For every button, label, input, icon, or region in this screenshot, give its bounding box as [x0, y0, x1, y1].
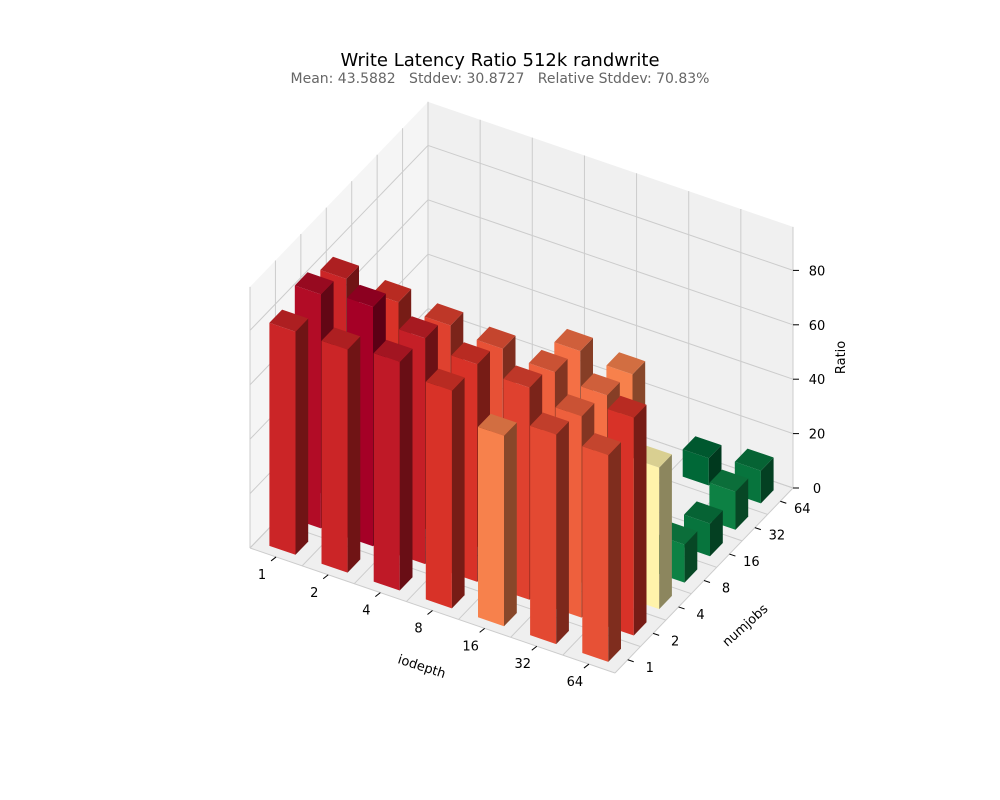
chart-subtitle: Mean: 43.5882 Stddev: 30.8727 Relative S… [290, 71, 710, 87]
y-tick-mark [780, 500, 787, 504]
y-tick-label: 16 [743, 555, 760, 570]
bar-side-face [684, 531, 698, 583]
bar-side-face [633, 404, 647, 636]
z-axis-label: Ratio [834, 341, 849, 374]
bar-top-face [606, 352, 646, 375]
bar-3d [530, 412, 569, 645]
x-tick-mark [427, 610, 433, 615]
bar-side-face [608, 442, 621, 662]
bar-top-face [372, 280, 412, 303]
bar-top-face [528, 349, 568, 373]
bar-side-face [295, 318, 309, 555]
z-tick-label: 60 [809, 319, 826, 334]
x-tick-mark [375, 592, 381, 598]
bar-top-face [321, 327, 361, 350]
bar-top-face [399, 316, 438, 339]
y-tick-mark [729, 553, 736, 557]
y-tick-label: 32 [769, 529, 786, 544]
z-tick-label: 80 [809, 264, 826, 279]
bar-top-face [503, 365, 543, 388]
bar-3d [321, 327, 361, 573]
bar-top-face [607, 395, 647, 418]
bar-top-face [709, 469, 749, 492]
y-tick-mark [703, 580, 711, 583]
x-tick-label: 8 [414, 622, 422, 637]
bar-front-face [478, 426, 504, 627]
x-tick-mark [322, 574, 329, 580]
bar-front-face [321, 340, 348, 573]
bar-top-face [347, 284, 386, 307]
y-tick-label: 1 [646, 661, 654, 676]
bar-top-face [320, 256, 359, 279]
bar-3d [373, 339, 413, 591]
bar-top-face [554, 328, 593, 352]
y-tick-label: 2 [671, 634, 679, 649]
chart-title: Write Latency Ratio 512k randwrite [340, 50, 660, 71]
y-tick-mark [627, 659, 634, 663]
bar-top-face [555, 394, 595, 417]
x-tick-label: 32 [515, 657, 532, 672]
bar-front-face [530, 425, 557, 645]
bar-side-face [735, 478, 749, 530]
bar-side-face [760, 457, 774, 504]
bar-side-face [659, 454, 672, 610]
x-axis-label: iodepth [396, 652, 448, 682]
grid-line [249, 144, 794, 331]
bar-side-face [347, 336, 361, 573]
bar-3d [682, 436, 722, 486]
y-axis-label: numjobs [720, 602, 772, 651]
z-tick-label: 0 [813, 482, 821, 497]
bar-side-face [399, 348, 413, 591]
bar-3d [425, 368, 465, 609]
x-tick-mark [531, 645, 538, 651]
x-tick-label: 64 [567, 675, 584, 690]
bar-top-face [530, 412, 569, 435]
bar-top-face [269, 309, 309, 332]
bar-front-face [682, 449, 709, 486]
bar-3d [478, 413, 517, 627]
bar-front-face [425, 381, 452, 609]
x-tick-label: 1 [258, 568, 266, 583]
y-tick-mark [678, 606, 685, 610]
bar-top-face [294, 272, 334, 295]
bar-top-face [424, 303, 464, 326]
bar-top-face [373, 339, 413, 362]
bar-3d [269, 309, 309, 555]
bar-side-face [556, 421, 569, 645]
y-tick-label: 4 [696, 608, 704, 623]
bar-top-face [581, 373, 620, 396]
bar-top-face [734, 448, 774, 471]
y-tick-label: 64 [794, 502, 811, 517]
bar-3d [582, 433, 621, 662]
y-tick-mark [754, 527, 762, 531]
x-tick-mark [479, 627, 485, 633]
y-tick-label: 8 [722, 582, 730, 597]
x-tick-label: 2 [310, 586, 318, 601]
y-tick-mark [652, 632, 660, 636]
bar-top-face [684, 501, 723, 524]
bar-top-face [425, 368, 465, 391]
bar-side-face [710, 510, 723, 557]
x-tick-mark [270, 556, 277, 562]
x-tick-label: 16 [462, 639, 479, 654]
bar-top-face [478, 413, 517, 436]
bar-top-face [451, 342, 490, 365]
bar-side-face [451, 377, 465, 609]
bar-top-face [582, 433, 621, 456]
z-tick-label: 40 [809, 373, 826, 388]
bar-front-face [269, 322, 296, 555]
bar-side-face [504, 422, 517, 627]
bar-front-face [582, 446, 609, 662]
x-tick-mark [583, 663, 590, 669]
bar-top-face [682, 436, 722, 459]
x-tick-label: 4 [362, 604, 370, 619]
bar-top-face [476, 326, 516, 349]
z-tick-label: 20 [809, 428, 826, 443]
bar-front-face [373, 353, 400, 591]
